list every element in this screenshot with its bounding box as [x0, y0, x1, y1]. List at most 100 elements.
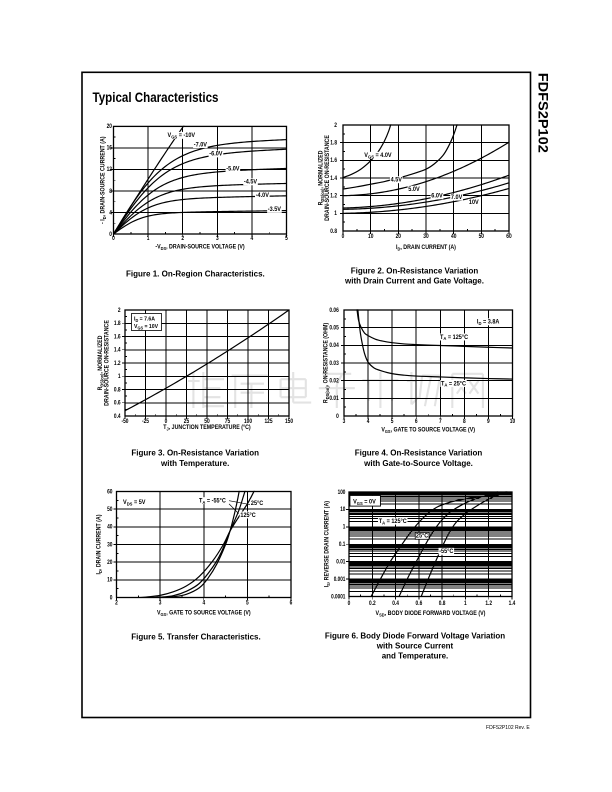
svg-text:0: 0	[112, 235, 115, 242]
svg-text:25°C: 25°C	[251, 501, 264, 507]
svg-text:Figure 6. Body Diode Forward V: Figure 6. Body Diode Forward Voltage Var…	[325, 632, 505, 641]
svg-text:16: 16	[107, 145, 113, 152]
svg-text:9: 9	[487, 418, 490, 425]
svg-text:0: 0	[342, 233, 345, 240]
svg-text:50: 50	[107, 506, 113, 513]
svg-text:1.4: 1.4	[114, 347, 121, 354]
svg-text:TA = 25°C: TA = 25°C	[441, 381, 467, 387]
svg-text:TJ, JUNCTION TEMPERATURE (°C): TJ, JUNCTION TEMPERATURE (°C)	[163, 424, 250, 431]
svg-text:-7.0V: -7.0V	[194, 142, 207, 148]
svg-text:TA = 125°C: TA = 125°C	[379, 519, 408, 525]
svg-text:4: 4	[202, 600, 205, 607]
svg-text:VGS, GATE TO SOURCE VOLTAGE (V: VGS, GATE TO SOURCE VOLTAGE (V)	[157, 609, 251, 616]
svg-text:75: 75	[225, 418, 231, 425]
svg-text:- ID, DRAIN-SOURCE CURRENT (A): - ID, DRAIN-SOURCE CURRENT (A)	[100, 136, 107, 224]
svg-text:60: 60	[506, 233, 512, 240]
svg-text:Figure 2. On-Resistance Variat: Figure 2. On-Resistance Variation	[351, 267, 479, 276]
svg-text:RDS(on), ON-RESISTANCE (OHM): RDS(on), ON-RESISTANCE (OHM)	[323, 323, 330, 403]
svg-text:12: 12	[107, 166, 113, 173]
svg-text:50: 50	[479, 233, 485, 240]
svg-text:20: 20	[107, 559, 113, 566]
svg-text:0.001: 0.001	[334, 577, 346, 583]
svg-text:8: 8	[463, 418, 466, 425]
svg-text:0.8: 0.8	[114, 386, 121, 393]
svg-text:6.0V: 6.0V	[431, 194, 442, 200]
svg-text:10V: 10V	[469, 200, 479, 206]
svg-text:-50: -50	[122, 418, 129, 425]
svg-text:0.05: 0.05	[329, 325, 339, 332]
svg-text:150: 150	[285, 418, 294, 425]
svg-text:DRAIN-SOURCE ON-RESISTANCE: DRAIN-SOURCE ON-RESISTANCE	[324, 135, 331, 221]
svg-text:1.2: 1.2	[330, 193, 337, 200]
svg-text:10: 10	[107, 577, 113, 584]
svg-text:0.6: 0.6	[114, 400, 121, 407]
svg-text:125: 125	[264, 418, 273, 425]
svg-text:10: 10	[510, 418, 516, 425]
svg-text:IS, REVERSE DRAIN CURRENT (A): IS, REVERSE DRAIN CURRENT (A)	[324, 501, 331, 587]
svg-text:3: 3	[343, 418, 346, 425]
svg-text:0.8: 0.8	[439, 600, 446, 607]
svg-text:DRAIN-SOURCE ON-RESISTANCE: DRAIN-SOURCE ON-RESISTANCE	[104, 320, 111, 406]
svg-text:0: 0	[165, 418, 168, 425]
svg-text:ID, DRAIN CURRENT (A): ID, DRAIN CURRENT (A)	[96, 515, 103, 575]
svg-text:100: 100	[338, 490, 346, 496]
svg-text:1.6: 1.6	[330, 157, 337, 164]
svg-text:-6.0V: -6.0V	[209, 152, 222, 158]
svg-text:30: 30	[107, 541, 113, 548]
svg-text:1.8: 1.8	[114, 320, 121, 327]
svg-text:TA = -55°C: TA = -55°C	[199, 499, 226, 505]
svg-text:VGS = 4.0V: VGS = 4.0V	[364, 153, 391, 159]
svg-text:6: 6	[415, 418, 418, 425]
svg-text:VGS = 0V: VGS = 0V	[353, 500, 376, 506]
svg-text:FDFS2P102 Rev. E: FDFS2P102 Rev. E	[486, 725, 530, 731]
svg-text:Figure 4. On-Resistance Variat: Figure 4. On-Resistance Variation	[355, 449, 483, 458]
svg-text:ID = 3.8A: ID = 3.8A	[477, 320, 500, 326]
svg-text:0.6: 0.6	[416, 600, 423, 607]
svg-text:0: 0	[348, 600, 351, 607]
svg-text:3: 3	[159, 600, 162, 607]
svg-text:VDS = 5V: VDS = 5V	[123, 500, 146, 506]
svg-text:125°C: 125°C	[240, 513, 256, 519]
svg-text:0.04: 0.04	[329, 342, 339, 349]
svg-text:TA = 125°C: TA = 125°C	[440, 335, 469, 341]
svg-text:10: 10	[340, 507, 346, 513]
svg-text:0.4: 0.4	[114, 413, 121, 420]
svg-text:VGS = -10V: VGS = -10V	[168, 133, 196, 139]
svg-text:2: 2	[115, 600, 118, 607]
svg-text:1: 1	[147, 235, 150, 242]
svg-text:FDFS2P102: FDFS2P102	[536, 73, 552, 153]
svg-text:5: 5	[285, 235, 288, 242]
svg-text:with Drain Current and Gate Vo: with Drain Current and Gate Voltage.	[344, 277, 484, 286]
svg-text:100: 100	[244, 418, 253, 425]
svg-text:1.8: 1.8	[330, 140, 337, 147]
svg-text:1.6: 1.6	[114, 333, 121, 340]
svg-text:0.8: 0.8	[330, 228, 337, 235]
svg-text:1.2: 1.2	[114, 360, 121, 367]
svg-text:and Temperature.: and Temperature.	[382, 652, 449, 661]
svg-text:25°C: 25°C	[416, 534, 429, 540]
svg-text:with Source Current: with Source Current	[376, 642, 454, 651]
svg-text:Figure 3. On-Resistance Variat: Figure 3. On-Resistance Variation	[131, 449, 259, 458]
svg-text:RDS(on), NORMALIZED: RDS(on), NORMALIZED	[97, 335, 104, 390]
svg-text:0: 0	[336, 413, 339, 420]
svg-text:0.0001: 0.0001	[331, 594, 346, 600]
svg-text:2: 2	[118, 307, 121, 314]
svg-text:1: 1	[343, 525, 346, 531]
svg-text:7: 7	[439, 418, 442, 425]
svg-text:2: 2	[334, 122, 337, 129]
svg-text:10: 10	[368, 233, 374, 240]
svg-text:0.01: 0.01	[336, 560, 346, 566]
svg-text:20: 20	[396, 233, 402, 240]
svg-text:7.0V: 7.0V	[451, 195, 462, 201]
svg-text:5: 5	[391, 418, 394, 425]
svg-text:0.03: 0.03	[329, 360, 339, 367]
svg-text:RDS(on), NORMALIZED: RDS(on), NORMALIZED	[318, 150, 325, 205]
svg-text:20: 20	[107, 123, 113, 130]
svg-text:with Gate-to-Source Voltage.: with Gate-to-Source Voltage.	[363, 459, 473, 468]
svg-text:0: 0	[109, 231, 112, 238]
svg-text:4: 4	[367, 418, 370, 425]
svg-text:30: 30	[423, 233, 429, 240]
svg-text:1: 1	[334, 210, 337, 217]
svg-text:5.0V: 5.0V	[408, 187, 419, 193]
svg-text:4: 4	[109, 209, 112, 216]
